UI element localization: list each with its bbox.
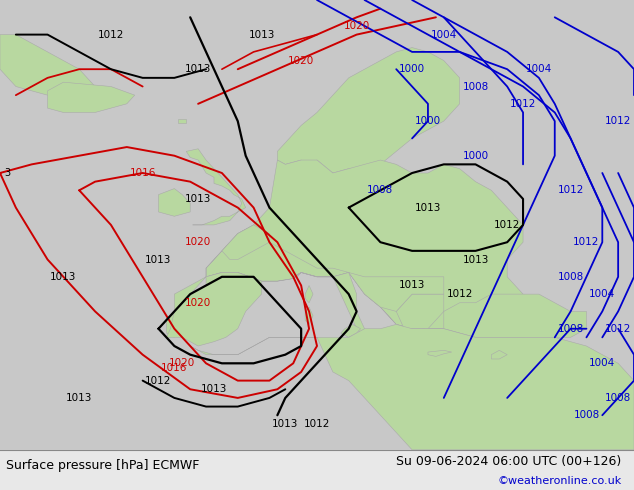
Text: 1013: 1013: [415, 202, 441, 213]
Polygon shape: [178, 120, 186, 123]
Text: 1012: 1012: [510, 99, 536, 109]
Polygon shape: [0, 35, 95, 95]
Text: 1020: 1020: [169, 358, 195, 368]
Text: 1013: 1013: [185, 194, 211, 204]
Text: 1013: 1013: [50, 272, 77, 282]
Text: 1008: 1008: [367, 185, 394, 196]
Text: 1012: 1012: [145, 376, 172, 386]
Text: 1004: 1004: [589, 289, 616, 299]
Polygon shape: [166, 160, 555, 337]
Text: 1008: 1008: [557, 272, 584, 282]
Polygon shape: [158, 189, 190, 216]
Text: Surface pressure [hPa] ECMWF: Surface pressure [hPa] ECMWF: [6, 459, 200, 471]
Text: 1012: 1012: [605, 116, 631, 126]
Text: 1008: 1008: [557, 324, 584, 334]
Text: 1012: 1012: [446, 289, 473, 299]
Text: 1013: 1013: [249, 29, 275, 40]
Text: 1008: 1008: [573, 410, 600, 420]
Polygon shape: [166, 272, 261, 346]
Text: Su 09-06-2024 06:00 UTC (00+126): Su 09-06-2024 06:00 UTC (00+126): [396, 455, 621, 467]
Polygon shape: [412, 329, 428, 337]
Text: 1013: 1013: [399, 280, 425, 291]
Polygon shape: [428, 350, 451, 356]
Polygon shape: [293, 272, 365, 333]
Polygon shape: [341, 324, 361, 337]
Text: 1013: 1013: [66, 393, 93, 403]
Text: 3: 3: [4, 168, 10, 178]
Text: 1004: 1004: [430, 29, 457, 40]
Polygon shape: [349, 272, 444, 312]
Text: ©weatheronline.co.uk: ©weatheronline.co.uk: [497, 476, 621, 486]
Polygon shape: [186, 149, 246, 225]
Text: 1004: 1004: [589, 358, 616, 368]
Polygon shape: [317, 173, 333, 182]
Text: 1008: 1008: [462, 81, 489, 92]
Text: 1020: 1020: [288, 55, 314, 66]
Polygon shape: [301, 173, 317, 186]
Text: 1012: 1012: [573, 237, 600, 247]
Text: 1020: 1020: [344, 21, 370, 31]
Text: 1004: 1004: [526, 64, 552, 74]
Text: 1000: 1000: [462, 151, 489, 161]
Polygon shape: [491, 350, 507, 359]
Polygon shape: [48, 82, 134, 112]
Text: 1012: 1012: [494, 220, 521, 230]
Text: 1013: 1013: [272, 419, 299, 429]
Polygon shape: [222, 225, 269, 260]
Text: 1008: 1008: [605, 393, 631, 403]
Text: 1013: 1013: [145, 254, 172, 265]
Text: 1020: 1020: [185, 237, 211, 247]
Text: 1012: 1012: [98, 29, 124, 40]
Text: 1000: 1000: [415, 116, 441, 126]
Text: 1020: 1020: [185, 298, 211, 308]
Text: 1012: 1012: [557, 185, 584, 196]
Text: 1016: 1016: [161, 363, 188, 372]
Text: 1013: 1013: [185, 64, 211, 74]
Polygon shape: [444, 294, 586, 337]
Text: 1013: 1013: [201, 384, 227, 394]
Polygon shape: [305, 307, 313, 324]
Polygon shape: [278, 48, 460, 173]
Text: 1013: 1013: [462, 254, 489, 265]
Text: 1000: 1000: [399, 64, 425, 74]
Text: 1012: 1012: [304, 419, 330, 429]
Text: 1012: 1012: [605, 324, 631, 334]
Text: 1016: 1016: [129, 168, 156, 178]
Polygon shape: [305, 286, 313, 303]
Polygon shape: [190, 324, 634, 450]
Polygon shape: [396, 294, 444, 329]
